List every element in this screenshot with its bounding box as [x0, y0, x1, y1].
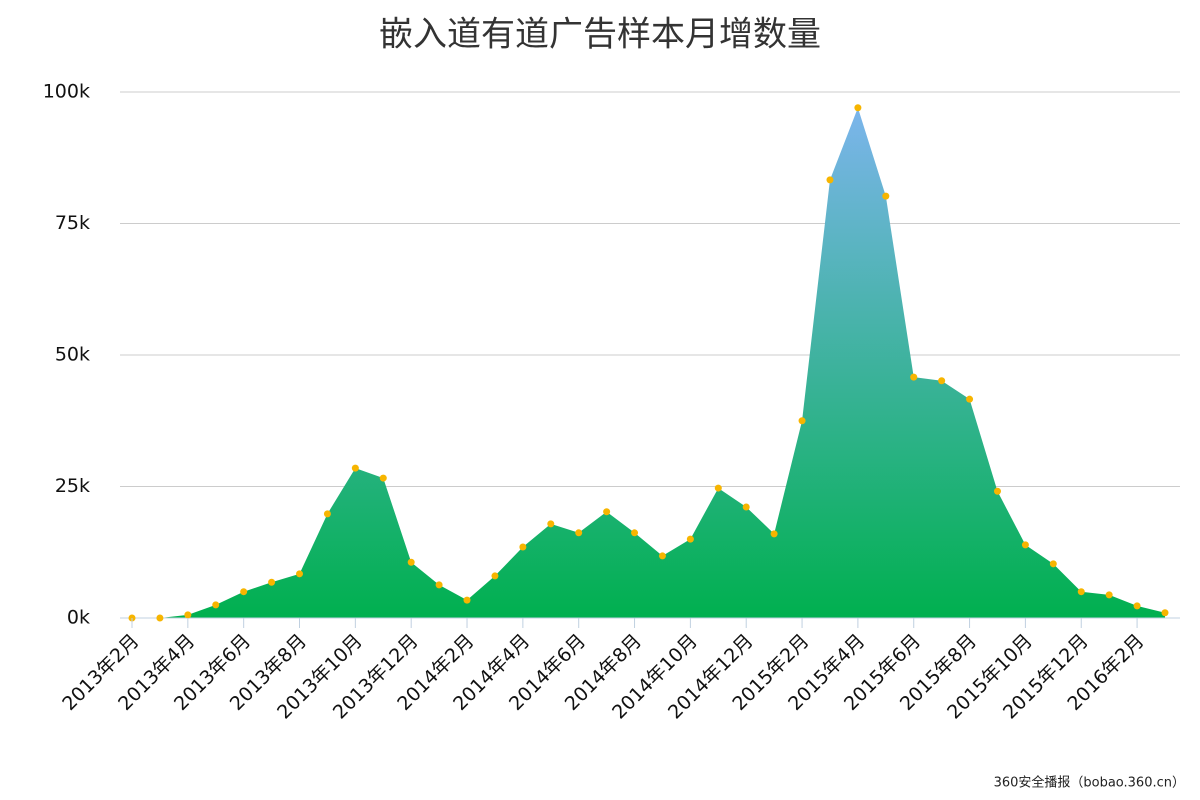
marker [351, 464, 359, 472]
marker [184, 611, 192, 619]
marker [1049, 560, 1057, 568]
marker [379, 474, 387, 482]
marker [770, 530, 778, 538]
marker [240, 588, 248, 596]
marker [268, 578, 276, 586]
marker [686, 535, 694, 543]
marker [435, 581, 443, 589]
marker [463, 596, 471, 604]
marker [1105, 591, 1113, 599]
marker [603, 508, 611, 516]
marker [798, 417, 806, 425]
marker [547, 520, 555, 528]
marker [156, 614, 164, 622]
marker [296, 570, 304, 578]
marker [910, 373, 918, 381]
marker [519, 543, 527, 551]
marker [407, 558, 415, 566]
marker [212, 601, 220, 609]
marker [938, 377, 946, 385]
chart-title: 嵌入道有道广告样本月增数量 [379, 15, 821, 55]
y-tick-label: 0k [67, 607, 90, 629]
y-tick-label: 75k [55, 212, 90, 234]
marker [1021, 541, 1029, 549]
marker [658, 552, 666, 560]
marker [1077, 588, 1085, 596]
y-tick-label: 25k [55, 475, 90, 497]
source-note: 360安全播报（bobao.360.cn） [994, 775, 1185, 791]
marker [631, 529, 639, 537]
marker [742, 503, 750, 511]
marker [323, 510, 331, 518]
marker [491, 572, 499, 580]
y-tick-label: 100k [43, 81, 90, 103]
marker [882, 192, 890, 200]
marker [966, 395, 974, 403]
marker [714, 484, 722, 492]
marker [854, 104, 862, 112]
marker [993, 487, 1001, 495]
y-tick-label: 50k [55, 344, 90, 366]
area [132, 107, 1165, 618]
marker [1161, 609, 1169, 617]
marker [1133, 602, 1141, 610]
marker [826, 176, 834, 184]
marker [575, 529, 583, 537]
